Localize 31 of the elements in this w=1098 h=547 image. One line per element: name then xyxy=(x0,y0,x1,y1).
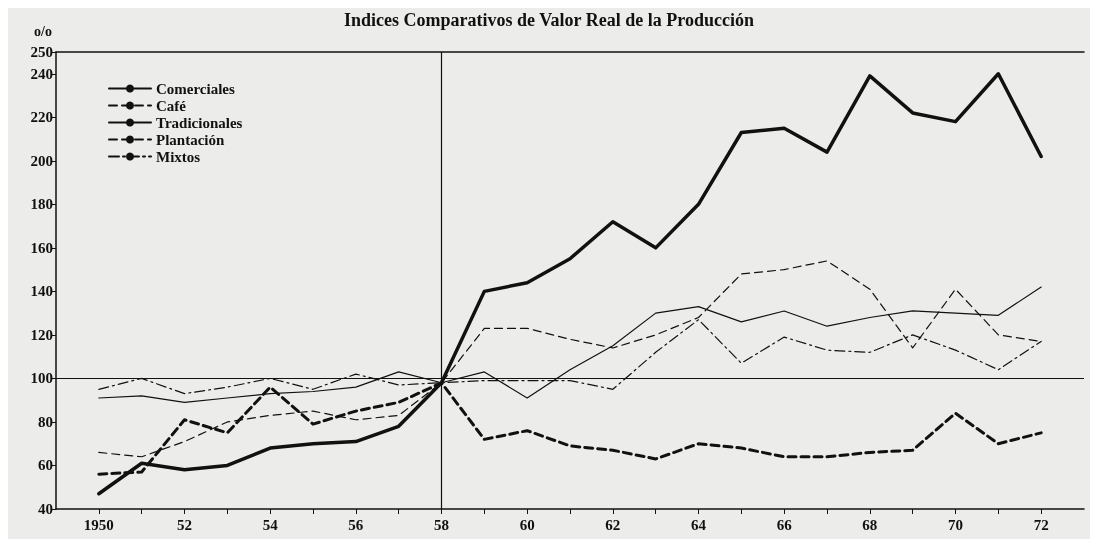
x-tick-label: 58 xyxy=(434,516,449,533)
chart-title: Indices Comparativos de Valor Real de la Producción xyxy=(344,10,754,30)
y-tick-label: 60 xyxy=(38,457,53,474)
y-tick-label: 180 xyxy=(30,196,53,213)
y-tick-label: 80 xyxy=(38,413,53,430)
x-tick-label: 56 xyxy=(348,516,364,533)
legend-label: Mixtos xyxy=(156,148,201,165)
y-tick-label: 100 xyxy=(30,370,53,387)
y-tick-label: 240 xyxy=(30,65,53,82)
x-tick-label: 68 xyxy=(862,516,878,533)
legend-label: Comerciales xyxy=(156,80,236,97)
legend-label: Café xyxy=(156,97,187,114)
y-tick-label: 120 xyxy=(30,326,53,343)
y-tick-label: 220 xyxy=(30,109,53,126)
x-tick-label: 64 xyxy=(691,516,707,533)
y-tick-label: 140 xyxy=(30,283,53,300)
x-tick-label: 1950 xyxy=(83,516,114,533)
y-tick-label: 160 xyxy=(30,239,53,256)
x-tick-label: 72 xyxy=(1033,516,1049,533)
legend-label: Plantación xyxy=(156,131,225,148)
x-tick-label: 70 xyxy=(948,516,963,533)
x-tick-label: 62 xyxy=(605,516,621,533)
y-tick-label: 250 xyxy=(30,44,53,60)
x-tick-label: 52 xyxy=(177,516,192,533)
x-tick-label: 54 xyxy=(262,516,279,533)
x-tick-label: 60 xyxy=(519,516,535,533)
y-tick-label: 40 xyxy=(38,501,53,517)
y-axis-title: o/o xyxy=(34,23,52,39)
legend-label: Tradicionales xyxy=(156,114,243,131)
x-tick-label: 66 xyxy=(776,516,793,533)
y-tick-label: 200 xyxy=(30,152,53,169)
